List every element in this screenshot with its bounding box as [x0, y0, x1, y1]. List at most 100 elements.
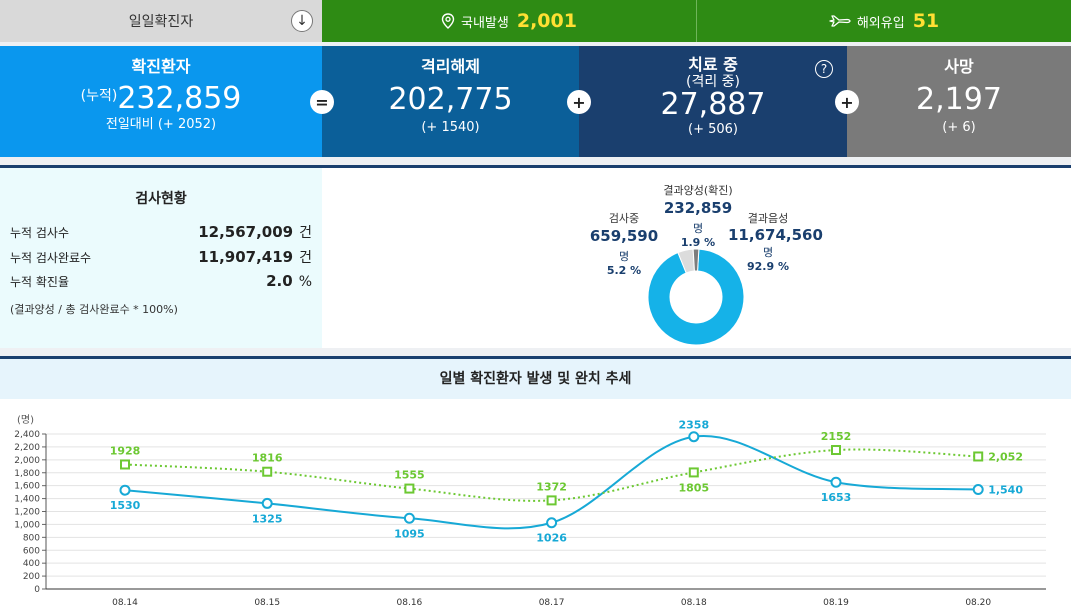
confirmed-title: 확진환자 — [131, 57, 191, 76]
test-row: 누적 검사완료수 11,907,419 건 — [10, 247, 312, 272]
top-bar: 일일확진자 ↓ 국내발생 2,001 해외유입 51 — [0, 0, 1071, 42]
released-box: 격리해제 202,775 (+ 1540) — [322, 46, 579, 157]
data-label-recovered: 1325 — [252, 512, 283, 525]
point-confirmed — [262, 466, 273, 477]
pie-label-testing: 검사중 659,590 명 5.2 % — [584, 210, 664, 277]
treatment-box: 치료 중 (격리 중) 27,887 (+ 506) ? — [579, 46, 847, 157]
data-label-confirmed: 1816 — [252, 452, 283, 465]
data-label-confirmed: 2,052 — [988, 450, 1023, 463]
point-confirmed — [404, 483, 415, 494]
y-tick-label: 1,600 — [14, 482, 40, 492]
released-title: 격리해제 — [421, 57, 480, 76]
y-tick-label: 2,200 — [14, 443, 40, 453]
confirmed-box: 확진환자 (누적)232,859 전일대비 (+ 2052) — [0, 46, 322, 157]
data-label-confirmed: 1928 — [110, 444, 141, 457]
confirmed-prefix: (누적) — [80, 88, 118, 104]
testing-value: 659,590 — [589, 227, 659, 245]
deaths-value: 2,197 — [916, 82, 1002, 117]
negative-label: 결과음성 — [747, 212, 789, 225]
test-row-value: 11,907,419 건 — [198, 247, 312, 267]
test-row: 누적 검사수 12,567,009 건 — [10, 222, 312, 247]
confirmed-delta: 전일대비 (+ 2052) — [105, 117, 217, 132]
y-tick-label: 0 — [34, 585, 40, 595]
point-confirmed — [688, 467, 699, 478]
overseas-value: 51 — [912, 10, 940, 32]
deaths-title: 사망 — [944, 57, 974, 76]
trend-section: 일별 확진환자 발생 및 완치 추세 (명) 0 200 400 600 800 1,000… — [0, 356, 1071, 610]
point-recovered — [261, 497, 273, 509]
negative-pct: 92.9 % — [747, 260, 789, 273]
test-count-unit: 건 — [299, 225, 312, 241]
confirmed-value: 232,859 — [117, 81, 242, 116]
positive-label: 결과양성(확진) — [663, 184, 733, 197]
overseas-cell: 해외유입 51 — [696, 0, 1071, 42]
testing-label: 검사중 — [608, 212, 640, 225]
test-note: (결과양성 / 총 검사완료수 * 100%) — [10, 303, 178, 316]
point-confirmed — [831, 445, 841, 456]
deaths-delta: (+ 6) — [942, 120, 976, 135]
x-tick-label: 08.20 — [965, 598, 991, 608]
data-label-confirmed: 1805 — [678, 481, 709, 494]
point-recovered — [546, 517, 558, 529]
y-tick-label: 1,800 — [14, 469, 40, 479]
data-label-recovered: 1530 — [110, 499, 141, 512]
deaths-box: 사망 2,197 (+ 6) — [847, 46, 1071, 157]
y-tick-label: 1,400 — [14, 495, 40, 505]
data-label-recovered: 1,540 — [988, 484, 1023, 497]
plus-icon: + — [567, 90, 591, 114]
y-tick-label: 1,200 — [14, 508, 40, 518]
stats-panel: 확진환자 (누적)232,859 전일대비 (+ 2052) 격리해제 202,… — [0, 46, 1071, 157]
released-delta: (+ 1540) — [421, 120, 480, 135]
y-tick-label: 2,000 — [14, 456, 40, 466]
point-recovered — [403, 512, 415, 524]
arrow-down-icon[interactable]: ↓ — [291, 10, 313, 32]
equals-icon: = — [310, 90, 334, 114]
test-count-value: 12,567,009 — [198, 223, 294, 241]
test-row-label: 누적 확진율 — [10, 275, 70, 289]
test-row-value: 12,567,009 건 — [198, 222, 312, 242]
pie-label-positive: 결과양성(확진) 232,859 명 1.9 % — [657, 182, 739, 249]
test-title: 검사현황 — [135, 191, 187, 207]
y-tick-label: 1,000 — [14, 520, 40, 530]
test-result-donut — [647, 248, 745, 346]
released-value: 202,775 — [388, 82, 513, 117]
data-label-confirmed: 2152 — [821, 430, 852, 443]
data-label-recovered: 1095 — [394, 527, 425, 540]
x-tick-label: 08.16 — [397, 598, 423, 608]
point-confirmed — [120, 459, 130, 470]
treatment-value: 27,887 — [660, 87, 766, 122]
y-tick-label: 200 — [23, 572, 40, 582]
testing-unit: 명 — [618, 250, 630, 263]
x-tick-label: 08.14 — [112, 598, 138, 608]
plus-icon: + — [835, 90, 859, 114]
point-recovered — [688, 431, 700, 443]
overseas-label: 해외유입 — [856, 15, 905, 31]
x-tick-label: 08.17 — [539, 598, 565, 608]
confirmed-total: (누적)232,859 — [0, 78, 322, 117]
pie-slice-positive — [692, 248, 700, 272]
daily-confirmed-tab[interactable]: 일일확진자 ↓ — [0, 0, 322, 42]
y-tick-label: 600 — [23, 546, 40, 556]
positive-unit: 명 — [692, 222, 704, 235]
test-row-label: 누적 검사수 — [10, 226, 70, 240]
pie-slice-negative — [647, 248, 745, 346]
test-completed-value: 11,907,419 — [198, 248, 294, 266]
test-row-value: 2.0% — [266, 272, 312, 290]
positive-value: 232,859 — [663, 199, 733, 217]
y-tick-label: 400 — [23, 559, 40, 569]
positive-pct: 1.9 % — [680, 236, 716, 249]
negative-unit: 명 — [762, 246, 774, 259]
data-label-recovered: 2358 — [678, 419, 709, 432]
test-pie-area: 결과양성(확진) 232,859 명 1.9 % 검사중 659,590 명 5… — [322, 168, 1071, 348]
testing-pct: 5.2 % — [606, 264, 642, 277]
help-icon[interactable]: ? — [815, 60, 833, 78]
test-completed-unit: 건 — [299, 250, 312, 266]
treatment-subtitle: (격리 중) — [685, 74, 740, 90]
location-pin-icon — [441, 13, 455, 29]
airplane-icon — [829, 14, 851, 28]
y-tick-label: 800 — [23, 533, 40, 543]
negative-value: 11,674,560 — [728, 226, 823, 244]
y-axis-unit: (명) — [17, 414, 34, 426]
treatment-title: 치료 중 — [688, 55, 738, 74]
